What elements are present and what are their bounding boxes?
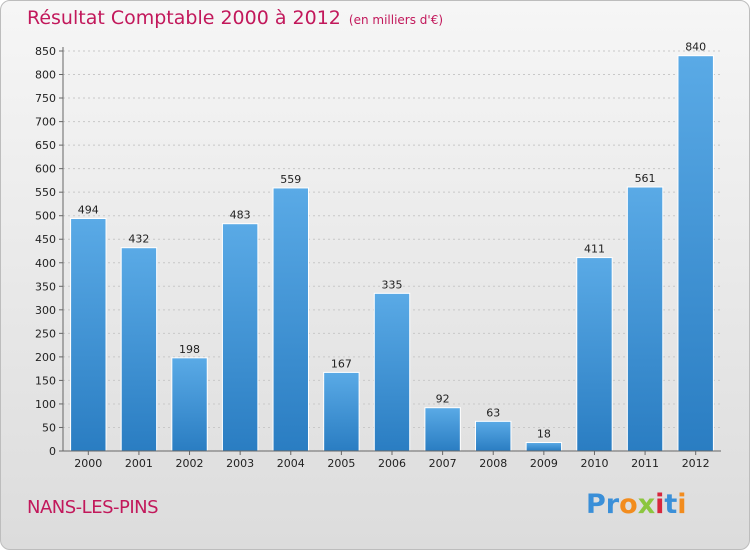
value-label-2004: 559: [280, 173, 301, 186]
value-label-2002: 198: [179, 343, 200, 356]
bars: 494 432 198 483 559 167 335 92 63 18 411 561 840: [70, 41, 714, 452]
y-tick-label: 750: [35, 92, 56, 105]
x-tick-label-2000: 2000: [74, 457, 102, 470]
x-tick-label-2001: 2001: [125, 457, 153, 470]
y-tick-label: 200: [35, 351, 56, 364]
x-tick-label-2004: 2004: [277, 457, 305, 470]
bar-2010: [576, 257, 613, 452]
x-tick-label-2011: 2011: [631, 457, 659, 470]
y-tick-label: 0: [49, 445, 56, 458]
bar-2008: [475, 420, 512, 452]
x-tick-label-2009: 2009: [530, 457, 558, 470]
logo-letter: x: [637, 489, 656, 520]
x-tick-label-2005: 2005: [327, 457, 355, 470]
y-tick-label: 700: [35, 116, 56, 129]
y-tick-label: 450: [35, 233, 56, 246]
x-tick-label-2012: 2012: [682, 457, 710, 470]
value-label-2001: 432: [128, 233, 149, 246]
y-tick-label: 550: [35, 186, 56, 199]
value-label-2012: 840: [685, 41, 706, 54]
logo-letter: t: [664, 489, 678, 520]
y-tick-label: 250: [35, 327, 56, 340]
x-axis: 2000 2001 2002 2003 2004 2005 2006 2007 2008 2009…: [63, 450, 721, 470]
chart-subtitle: (en milliers d'€): [348, 13, 444, 27]
y-tick-label: 300: [35, 304, 56, 317]
value-label-2009: 18: [537, 428, 551, 441]
bar-2006: [373, 292, 411, 452]
bar-2005: [323, 371, 360, 452]
value-label-2010: 411: [584, 243, 605, 256]
bar-2003: [221, 223, 259, 452]
logo-letter: P: [586, 489, 606, 520]
x-tick-label-2007: 2007: [429, 457, 457, 470]
bar-2011: [626, 186, 664, 452]
y-tick-label: 500: [35, 210, 56, 223]
y-axis: 0 50 100 150 200 250 300 350 400 450 500 550 600 650 7…: [35, 45, 64, 458]
logo-letter: r: [605, 489, 620, 520]
x-tick-label-2002: 2002: [176, 457, 204, 470]
bar-2002: [171, 357, 208, 452]
logo-letter: o: [619, 489, 638, 520]
logo-letter: i: [655, 489, 665, 520]
chart-title-text: Résultat Comptable 2000 à 2012: [27, 7, 341, 29]
y-tick-label: 650: [35, 139, 56, 152]
x-tick-label-2010: 2010: [580, 457, 608, 470]
proxiti-logo: Proxiti: [586, 489, 687, 520]
bar-2001: [120, 247, 158, 452]
bar-2009: [525, 442, 563, 452]
bar-2012: [677, 55, 714, 452]
x-tick-label-2006: 2006: [378, 457, 406, 470]
y-tick-label: 350: [35, 280, 56, 293]
city-name: NANS-LES-PINS: [27, 497, 159, 518]
value-label-2005: 167: [331, 357, 352, 370]
y-tick-label: 100: [35, 398, 56, 411]
y-tick-label: 800: [35, 69, 56, 82]
value-label-2011: 561: [635, 172, 656, 185]
y-tick-label: 50: [42, 421, 56, 434]
chart-title: Résultat Comptable 2000 à 2012 (en millie…: [27, 7, 443, 29]
logo-letter: i: [677, 489, 687, 520]
bar-2004: [272, 187, 309, 452]
value-label-2006: 335: [382, 278, 403, 291]
value-label-2003: 483: [230, 209, 251, 222]
y-tick-label: 600: [35, 163, 56, 176]
x-tick-label-2008: 2008: [479, 457, 507, 470]
value-label-2000: 494: [78, 204, 99, 217]
y-tick-label: 150: [35, 374, 56, 387]
value-label-2007: 92: [436, 393, 450, 406]
x-tick-label-2003: 2003: [226, 457, 254, 470]
bar-2007: [424, 407, 461, 452]
value-label-2008: 63: [486, 406, 500, 419]
bar-2000: [70, 218, 107, 452]
y-tick-label: 400: [35, 257, 56, 270]
y-tick-label: 850: [35, 45, 56, 58]
